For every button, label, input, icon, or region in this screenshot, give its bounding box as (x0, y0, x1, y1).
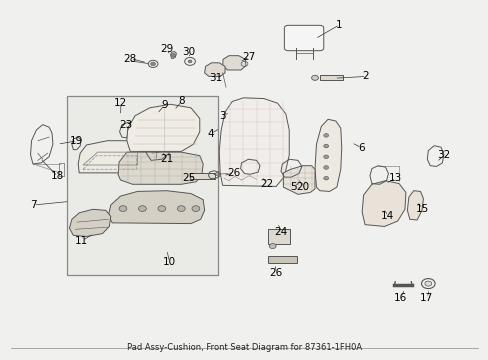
Text: 21: 21 (160, 154, 173, 163)
Bar (190, 173, 215, 179)
Text: Pad Assy-Cushion, Front Seat Diagram for 87361-1FH0A: Pad Assy-Cushion, Front Seat Diagram for… (127, 343, 361, 352)
Circle shape (323, 144, 328, 148)
Text: 2: 2 (362, 71, 368, 81)
Text: 11: 11 (75, 236, 88, 246)
Circle shape (311, 75, 318, 80)
Text: 26: 26 (227, 168, 240, 178)
Circle shape (171, 54, 176, 57)
Polygon shape (204, 63, 224, 76)
Text: 27: 27 (242, 52, 255, 62)
Polygon shape (78, 141, 143, 173)
Circle shape (150, 62, 155, 66)
Circle shape (323, 166, 328, 169)
Circle shape (269, 244, 276, 249)
Polygon shape (222, 56, 245, 70)
Circle shape (424, 281, 431, 286)
Text: 26: 26 (269, 268, 282, 278)
Text: 7: 7 (30, 200, 36, 210)
Text: 28: 28 (123, 54, 137, 64)
Circle shape (323, 134, 328, 137)
Text: 31: 31 (208, 73, 222, 83)
Circle shape (192, 206, 200, 211)
Circle shape (158, 206, 165, 211)
Text: 30: 30 (182, 47, 195, 57)
Polygon shape (170, 51, 176, 59)
Text: 15: 15 (414, 203, 427, 213)
Text: 22: 22 (259, 179, 272, 189)
Text: 20: 20 (296, 182, 309, 192)
Text: 6: 6 (357, 143, 364, 153)
Text: 8: 8 (178, 96, 184, 107)
Polygon shape (69, 209, 111, 237)
Text: 32: 32 (436, 150, 449, 160)
Circle shape (323, 176, 328, 180)
Text: 16: 16 (393, 293, 406, 303)
Text: 17: 17 (419, 293, 432, 303)
Circle shape (188, 60, 192, 63)
Polygon shape (283, 166, 314, 194)
Bar (267, 229, 289, 244)
Text: 10: 10 (162, 257, 175, 267)
Text: 19: 19 (70, 136, 83, 146)
Text: 14: 14 (381, 211, 394, 221)
Text: 25: 25 (182, 173, 195, 183)
Text: 23: 23 (119, 120, 132, 130)
Circle shape (177, 206, 185, 211)
Polygon shape (219, 98, 288, 186)
Polygon shape (118, 152, 203, 184)
Text: 9: 9 (161, 100, 167, 110)
Text: 29: 29 (160, 44, 173, 54)
Polygon shape (407, 191, 423, 220)
Text: 3: 3 (219, 111, 225, 121)
Bar (67, 96, 217, 275)
Bar (267, 256, 296, 263)
Text: 24: 24 (274, 227, 287, 237)
Bar (319, 75, 343, 80)
FancyBboxPatch shape (284, 25, 323, 51)
Text: 13: 13 (388, 173, 401, 183)
Text: 18: 18 (51, 171, 64, 181)
Bar (59, 163, 63, 176)
Polygon shape (314, 119, 341, 192)
Polygon shape (108, 191, 204, 224)
Circle shape (138, 206, 146, 211)
Circle shape (323, 155, 328, 158)
Polygon shape (362, 181, 405, 226)
Text: 12: 12 (114, 98, 127, 108)
Text: 5: 5 (289, 182, 296, 192)
Text: 1: 1 (335, 19, 342, 30)
Polygon shape (126, 104, 200, 152)
Text: 4: 4 (207, 129, 213, 139)
Circle shape (119, 206, 126, 211)
